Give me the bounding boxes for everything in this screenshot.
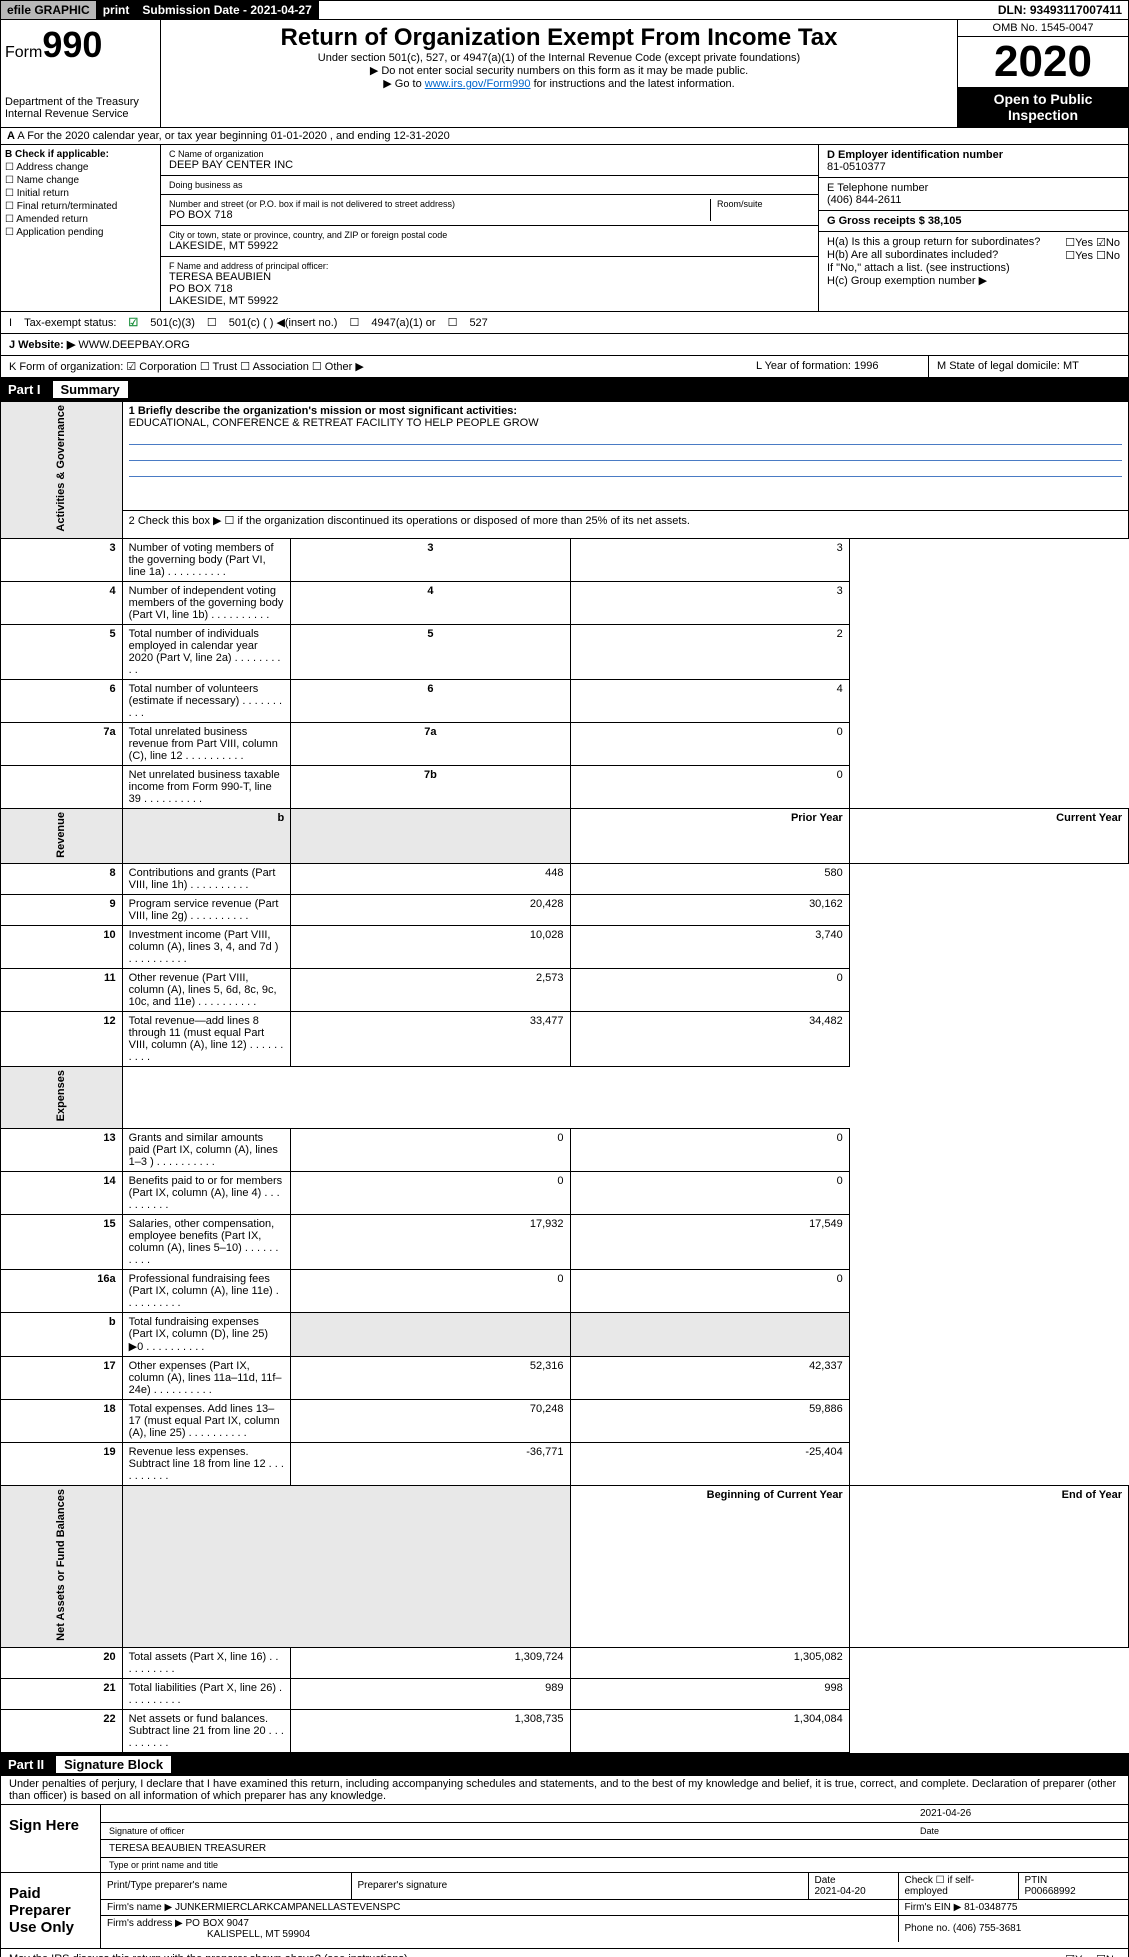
signer-name: TERESA BEAUBIEN TREASURER: [109, 1843, 266, 1854]
website-row: J Website: ▶ WWW.DEEPBAY.ORG: [0, 334, 1129, 356]
firm-name: JUNKERMIERCLARKCAMPANELLASTEVENSPC: [175, 1902, 400, 1913]
paid-preparer-section: Paid Preparer Use Only Print/Type prepar…: [0, 1873, 1129, 1949]
dept-treasury: Department of the Treasury Internal Reve…: [5, 96, 156, 120]
ein: 81-0510377: [827, 161, 1120, 173]
perjury-text: Under penalties of perjury, I declare th…: [0, 1776, 1129, 1805]
omb-number: OMB No. 1545-0047: [958, 20, 1128, 37]
form-note2: ▶ Go to www.irs.gov/Form990 for instruct…: [165, 77, 953, 90]
check-icon: ☑: [128, 316, 138, 329]
dln: DLN: 93493117007411: [992, 1, 1128, 19]
form-title: Return of Organization Exempt From Incom…: [165, 24, 953, 52]
submission-date: Submission Date - 2021-04-27: [136, 1, 318, 19]
gross-receipts: G Gross receipts $ 38,105: [827, 215, 962, 227]
section-a: A A For the 2020 calendar year, or tax y…: [0, 128, 1129, 145]
checkbox-option[interactable]: ☐ Application pending: [5, 227, 156, 238]
checkbox-option[interactable]: ☐ Initial return: [5, 188, 156, 199]
form-number: Form990: [5, 24, 156, 66]
efile-label: efile GRAPHIC: [1, 1, 97, 19]
checkbox-option[interactable]: ☐ Amended return: [5, 214, 156, 225]
side-expenses: Expenses: [55, 1070, 67, 1121]
firm-phone: (406) 755-3681: [953, 1923, 1021, 1934]
mission-text: EDUCATIONAL, CONFERENCE & RETREAT FACILI…: [129, 417, 539, 429]
tax-status-row: ITax-exempt status: ☑501(c)(3) ☐501(c) (…: [0, 312, 1129, 334]
sign-date: 2021-04-26: [920, 1808, 1120, 1819]
telephone: (406) 844-2611: [827, 194, 1120, 206]
part1-header: Part ISummary: [0, 378, 1129, 401]
part2-header: Part IISignature Block: [0, 1753, 1129, 1776]
form-subtitle: Under section 501(c), 527, or 4947(a)(1)…: [165, 52, 953, 64]
discuss-answer: ☑Yes ☐No: [1065, 1953, 1120, 1957]
discuss-row: May the IRS discuss this return with the…: [0, 1949, 1129, 1957]
checkbox-option[interactable]: ☐ Final return/terminated: [5, 201, 156, 212]
org-address: PO BOX 718: [169, 209, 710, 221]
sign-here-section: Sign Here 2021-04-26 Signature of office…: [0, 1805, 1129, 1873]
website-value: WWW.DEEPBAY.ORG: [78, 339, 189, 351]
side-revenue: Revenue: [55, 812, 67, 858]
side-net: Net Assets or Fund Balances: [55, 1489, 67, 1641]
checkbox-option[interactable]: ☐ Name change: [5, 175, 156, 186]
ha-answer: ☐Yes ☑No: [1065, 236, 1120, 249]
firm-ein: 81-0348775: [964, 1902, 1017, 1913]
side-governance: Activities & Governance: [55, 405, 67, 532]
k-row: K Form of organization: ☑ Corporation ☐ …: [0, 356, 1129, 378]
ptin: P00668992: [1025, 1886, 1123, 1897]
top-bar: efile GRAPHIC print Submission Date - 20…: [0, 0, 1129, 20]
print-button[interactable]: print: [97, 1, 137, 19]
col-b-label: B Check if applicable:: [5, 149, 109, 160]
principal-officer: TERESA BEAUBIEN PO BOX 718 LAKESIDE, MT …: [169, 271, 810, 307]
org-city: LAKESIDE, MT 59922: [169, 240, 810, 252]
checkbox-option[interactable]: ☐ Address change: [5, 162, 156, 173]
form-note1: ▶ Do not enter social security numbers o…: [165, 64, 953, 77]
hb-answer: ☐Yes ☐No: [1065, 249, 1120, 262]
info-grid: B Check if applicable: ☐ Address change ☐…: [0, 145, 1129, 312]
summary-table: Activities & Governance 1 Briefly descri…: [0, 401, 1129, 1753]
open-public-badge: Open to Public Inspection: [958, 87, 1128, 127]
irs-link[interactable]: www.irs.gov/Form990: [425, 78, 531, 90]
org-name: DEEP BAY CENTER INC: [169, 159, 810, 171]
form-header: Form990 Department of the Treasury Inter…: [0, 20, 1129, 128]
tax-year: 2020: [958, 37, 1128, 87]
